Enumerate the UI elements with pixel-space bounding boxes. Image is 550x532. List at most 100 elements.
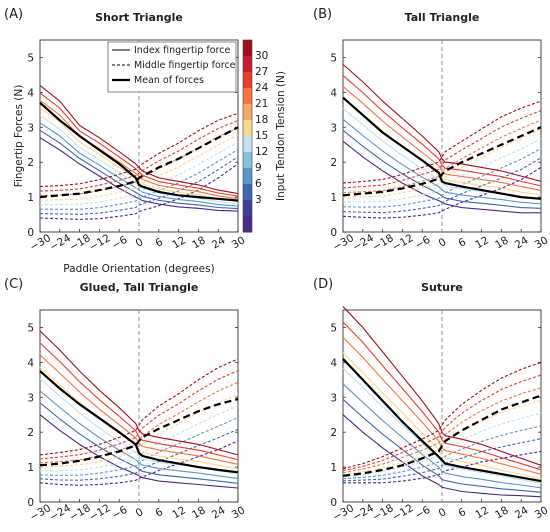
- index-force-line: [342, 96, 542, 196]
- index-force-line: [39, 342, 239, 461]
- x-tick-label: 6: [456, 506, 468, 520]
- middle-force-line: [39, 370, 239, 460]
- x-tick-label: 30: [230, 504, 248, 521]
- x-tick-label: 24: [210, 234, 228, 251]
- colorbar-tick-label: 3: [255, 194, 262, 206]
- middle-force-line: [342, 438, 542, 482]
- index-force-line: [39, 84, 239, 195]
- colorbar-tick-label: 9: [255, 162, 262, 174]
- middle-force-line: [39, 428, 239, 481]
- colorbar-cell: [243, 184, 252, 201]
- colorbar-cell: [243, 120, 252, 137]
- index-force-line: [39, 414, 239, 489]
- colorbar-tick-label: 6: [255, 178, 262, 190]
- middle-force-line: [343, 450, 542, 484]
- y-tick-label: 5: [330, 322, 337, 334]
- mean-middle-line: [342, 394, 542, 477]
- colorbar-tick-label: 24: [255, 82, 269, 94]
- index-force-line: [39, 129, 239, 210]
- panel-title: Glued, Tall Triangle: [80, 281, 199, 294]
- y-tick-label: 3: [27, 392, 34, 404]
- y-tick-label: 5: [27, 52, 34, 64]
- middle-force-line: [39, 156, 239, 215]
- colorbar-frame: [242, 39, 253, 233]
- y-tick-label: 0: [330, 497, 337, 509]
- panel-title: Tall Triangle: [405, 11, 480, 24]
- mean-index-line: [39, 370, 239, 474]
- colorbar-tick-label: 18: [255, 114, 268, 126]
- x-tick-label: 12: [473, 234, 491, 251]
- panel-title: Suture: [421, 281, 463, 294]
- x-tick-label: 12: [473, 504, 491, 521]
- middle-force-line: [342, 138, 542, 203]
- colorbar-cell: [243, 152, 252, 169]
- y-tick-label: 0: [27, 497, 34, 509]
- y-tick-label: 1: [330, 192, 337, 204]
- y-tick-label: 1: [330, 462, 337, 474]
- middle-force-line: [342, 119, 542, 194]
- y-tick-label: 1: [27, 462, 34, 474]
- index-force-line: [39, 330, 239, 456]
- x-tick-label: 6: [153, 236, 165, 250]
- middle-force-line: [39, 358, 239, 456]
- middle-force-line: [342, 399, 542, 476]
- x-tick-label: −12: [390, 502, 415, 523]
- x-tick-label: 12: [170, 234, 188, 251]
- mean-index-line: [342, 96, 542, 200]
- x-tick-label: 18: [190, 504, 208, 521]
- middle-force-line: [39, 149, 239, 210]
- x-tick-label: 30: [533, 504, 550, 521]
- colorbar-cell: [243, 40, 252, 57]
- colorbar-tick-label: 27: [255, 66, 268, 78]
- index-force-line: [342, 398, 542, 493]
- y-tick-label: 5: [330, 52, 337, 64]
- mean-middle-line: [342, 126, 542, 197]
- index-force-line: [342, 63, 542, 182]
- index-force-line: [342, 118, 542, 205]
- panel-label: (D): [313, 277, 333, 292]
- mean-index-line: [342, 358, 542, 483]
- x-tick-label: 18: [493, 234, 511, 251]
- index-force-line: [39, 122, 239, 207]
- colorbar-cell: [243, 56, 252, 73]
- colorbar-tick-label: 15: [255, 130, 268, 142]
- y-tick-label: 2: [27, 157, 34, 169]
- index-force-line: [342, 85, 542, 191]
- index-force-line: [342, 383, 542, 489]
- legend: Index fingertip force Middle fingertip fo…: [107, 41, 237, 93]
- x-tick-label: −6: [110, 504, 130, 522]
- x-tick-label: 24: [210, 504, 228, 521]
- colorbar-tick-label: 12: [255, 146, 268, 158]
- panel-title: Short Triangle: [95, 11, 183, 24]
- y-tick-label: 3: [330, 122, 337, 134]
- middle-force-line: [40, 405, 239, 472]
- index-force-line: [39, 366, 239, 470]
- index-force-line: [342, 352, 542, 480]
- colorbar-label: Input Tendon Tension (N): [275, 71, 287, 201]
- x-tick-label: −6: [110, 234, 130, 252]
- y-tick-label: 3: [27, 122, 34, 134]
- index-force-line: [342, 140, 541, 214]
- x-tick-label: 0: [134, 236, 146, 250]
- colorbar: 30 27 24 21 18 15 12 9 6 3 Input Tendon Tension (N…: [242, 39, 287, 233]
- colorbar-cell: [243, 216, 252, 233]
- index-force-line: [342, 306, 542, 466]
- panel-label: (A): [4, 7, 23, 22]
- colorbar-cell: [243, 136, 252, 153]
- legend-label-middle: Middle fingertip force: [134, 60, 236, 71]
- middle-force-line: [39, 112, 239, 188]
- x-tick-label: −6: [413, 504, 433, 522]
- x-tick-label: −12: [390, 232, 415, 253]
- colorbar-cell: [243, 72, 252, 89]
- x-tick-label: 6: [153, 506, 165, 520]
- legend-label-index: Index fingertip force: [134, 45, 230, 56]
- index-force-line: [39, 92, 239, 197]
- mean-index-line: [39, 101, 239, 202]
- x-tick-label: −6: [413, 234, 433, 252]
- middle-force-line: [39, 393, 239, 468]
- index-force-line: [342, 414, 542, 498]
- y-tick-label: 0: [27, 227, 34, 239]
- middle-force-line: [342, 157, 542, 214]
